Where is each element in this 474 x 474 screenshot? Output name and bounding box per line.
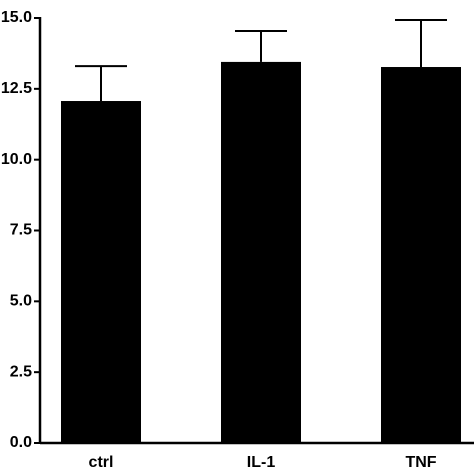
x-tick-label: IL-1 (247, 454, 276, 471)
x-tick-label: TNF (405, 454, 436, 471)
bar (61, 101, 141, 444)
y-tick-label: 15.0 (1, 9, 32, 26)
y-tick-label: 10.0 (1, 151, 32, 168)
y-tick-label: 5.0 (10, 293, 32, 310)
y-tick-label: 2.5 (10, 363, 32, 380)
x-tick-label: ctrl (89, 454, 114, 471)
bar (381, 67, 461, 444)
bar (221, 61, 301, 444)
y-tick-label: 7.5 (10, 222, 32, 239)
y-tick-label: 12.5 (1, 80, 32, 97)
y-tick-label: 0.0 (10, 434, 32, 451)
